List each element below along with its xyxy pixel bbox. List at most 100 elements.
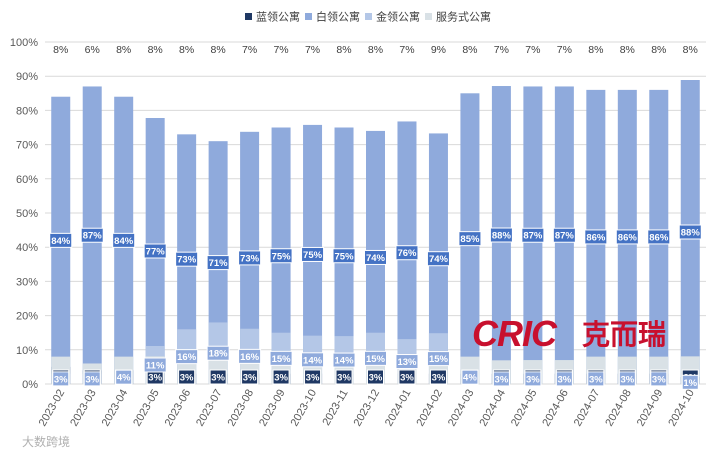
data-label-box <box>209 369 227 385</box>
data-label-box <box>115 369 133 385</box>
legend-swatch <box>425 13 432 20</box>
watermark: CRIC 克而瑞 大数跨境 <box>22 313 666 449</box>
data-label-box <box>272 369 290 385</box>
data-label: 11% <box>146 361 165 372</box>
data-label-box <box>555 371 573 387</box>
x-tick-label: 2023-04 <box>100 388 131 429</box>
data-label: 88% <box>492 231 512 242</box>
data-label: 84% <box>51 236 71 247</box>
data-label-box <box>301 246 325 262</box>
y-tick-label: 30% <box>16 276 38 288</box>
data-label-box <box>587 371 605 387</box>
y-tick-label: 80% <box>16 105 38 117</box>
data-label: 8% <box>368 44 383 56</box>
data-label: 6% <box>85 44 100 56</box>
data-label: 8% <box>179 44 194 56</box>
data-label: 7% <box>305 44 320 56</box>
data-label: 8% <box>651 44 666 56</box>
data-label-box <box>521 227 545 243</box>
data-label: 3% <box>148 373 162 384</box>
data-label: 8% <box>116 44 131 56</box>
data-label: 7% <box>242 44 257 56</box>
data-label-box <box>650 371 668 387</box>
data-label-box <box>241 369 259 385</box>
data-label: 85% <box>460 234 480 245</box>
data-label-box <box>615 229 639 245</box>
data-label: 3% <box>369 373 383 384</box>
data-label-box <box>335 369 353 385</box>
watermark-source: 大数跨境 <box>22 434 70 449</box>
data-label-box <box>301 352 325 368</box>
x-tick-label: 2024-04 <box>477 388 508 429</box>
data-label: 8% <box>336 44 351 56</box>
x-tick-label: 2023-11 <box>320 388 350 428</box>
data-label-box <box>80 227 104 243</box>
data-label-box <box>458 231 482 247</box>
data-label-box <box>83 371 101 387</box>
x-tick-label: 2024-02 <box>414 388 445 429</box>
data-label-box <box>364 350 387 366</box>
data-label-box <box>492 371 510 387</box>
data-label: 73% <box>177 255 197 266</box>
data-label: 16% <box>177 352 197 363</box>
data-label-box <box>332 352 356 368</box>
x-tick-label: 2023-05 <box>131 388 162 429</box>
x-tick-label: 2023-07 <box>194 388 225 429</box>
data-label: 3% <box>620 374 634 385</box>
data-label: 75% <box>335 251 355 262</box>
data-label: 7% <box>557 44 572 56</box>
data-label: 8% <box>53 44 68 56</box>
data-label-box <box>49 232 73 248</box>
data-label-box <box>238 348 262 364</box>
data-label: 7% <box>525 44 540 56</box>
data-label: 87% <box>523 231 543 242</box>
data-label: 86% <box>649 232 669 243</box>
legend-swatch <box>245 13 252 20</box>
data-label: 15% <box>366 354 386 365</box>
data-label: 8% <box>462 44 477 56</box>
data-label: 75% <box>272 251 292 262</box>
data-label: 3% <box>180 373 194 384</box>
data-label: 8% <box>211 44 226 56</box>
data-label-box <box>367 369 384 385</box>
data-label: 4% <box>463 373 477 384</box>
data-label: 13% <box>397 357 417 368</box>
legend-label: 白领公寓 <box>316 10 360 24</box>
data-label-box <box>175 251 199 267</box>
data-label-box <box>143 357 167 373</box>
y-tick-label: 10% <box>16 345 38 357</box>
x-tick-label: 2024-06 <box>540 388 571 429</box>
data-label: 8% <box>620 44 635 56</box>
data-label: 87% <box>555 231 575 242</box>
data-label-box <box>143 243 167 259</box>
data-label: 3% <box>85 374 99 385</box>
data-label: 3% <box>211 373 225 384</box>
data-label-box <box>678 224 702 240</box>
data-label: 7% <box>494 44 509 56</box>
data-label: 7% <box>399 44 414 56</box>
data-label: 16% <box>240 352 260 363</box>
x-tick-label: 2023-06 <box>163 388 194 429</box>
data-label: 4% <box>117 373 131 384</box>
legend-label: 金领公寓 <box>376 10 420 24</box>
data-label-box <box>618 371 636 387</box>
data-label: 7% <box>273 44 288 56</box>
data-label: 3% <box>589 374 603 385</box>
data-label-box <box>395 245 419 261</box>
data-label: 3% <box>243 373 257 384</box>
y-tick-label: 40% <box>16 242 38 254</box>
data-label-box <box>426 251 450 267</box>
x-axis-ticks: 2023-02 2023-03 2023-04 2023-05 2023-06 2023-… <box>37 388 697 429</box>
x-tick-label: 2024-08 <box>603 388 634 429</box>
data-label: 3% <box>54 374 68 385</box>
x-tick-label: 2024-03 <box>446 388 477 429</box>
data-label: 15% <box>272 354 292 365</box>
data-label-box <box>269 350 293 366</box>
x-tick-label: 2024-07 <box>572 388 603 429</box>
data-label: 87% <box>83 231 103 242</box>
data-label: 3% <box>432 373 446 384</box>
data-label: 15% <box>429 354 449 365</box>
data-label-box <box>112 232 136 248</box>
x-tick-label: 2024-10 <box>666 388 697 429</box>
